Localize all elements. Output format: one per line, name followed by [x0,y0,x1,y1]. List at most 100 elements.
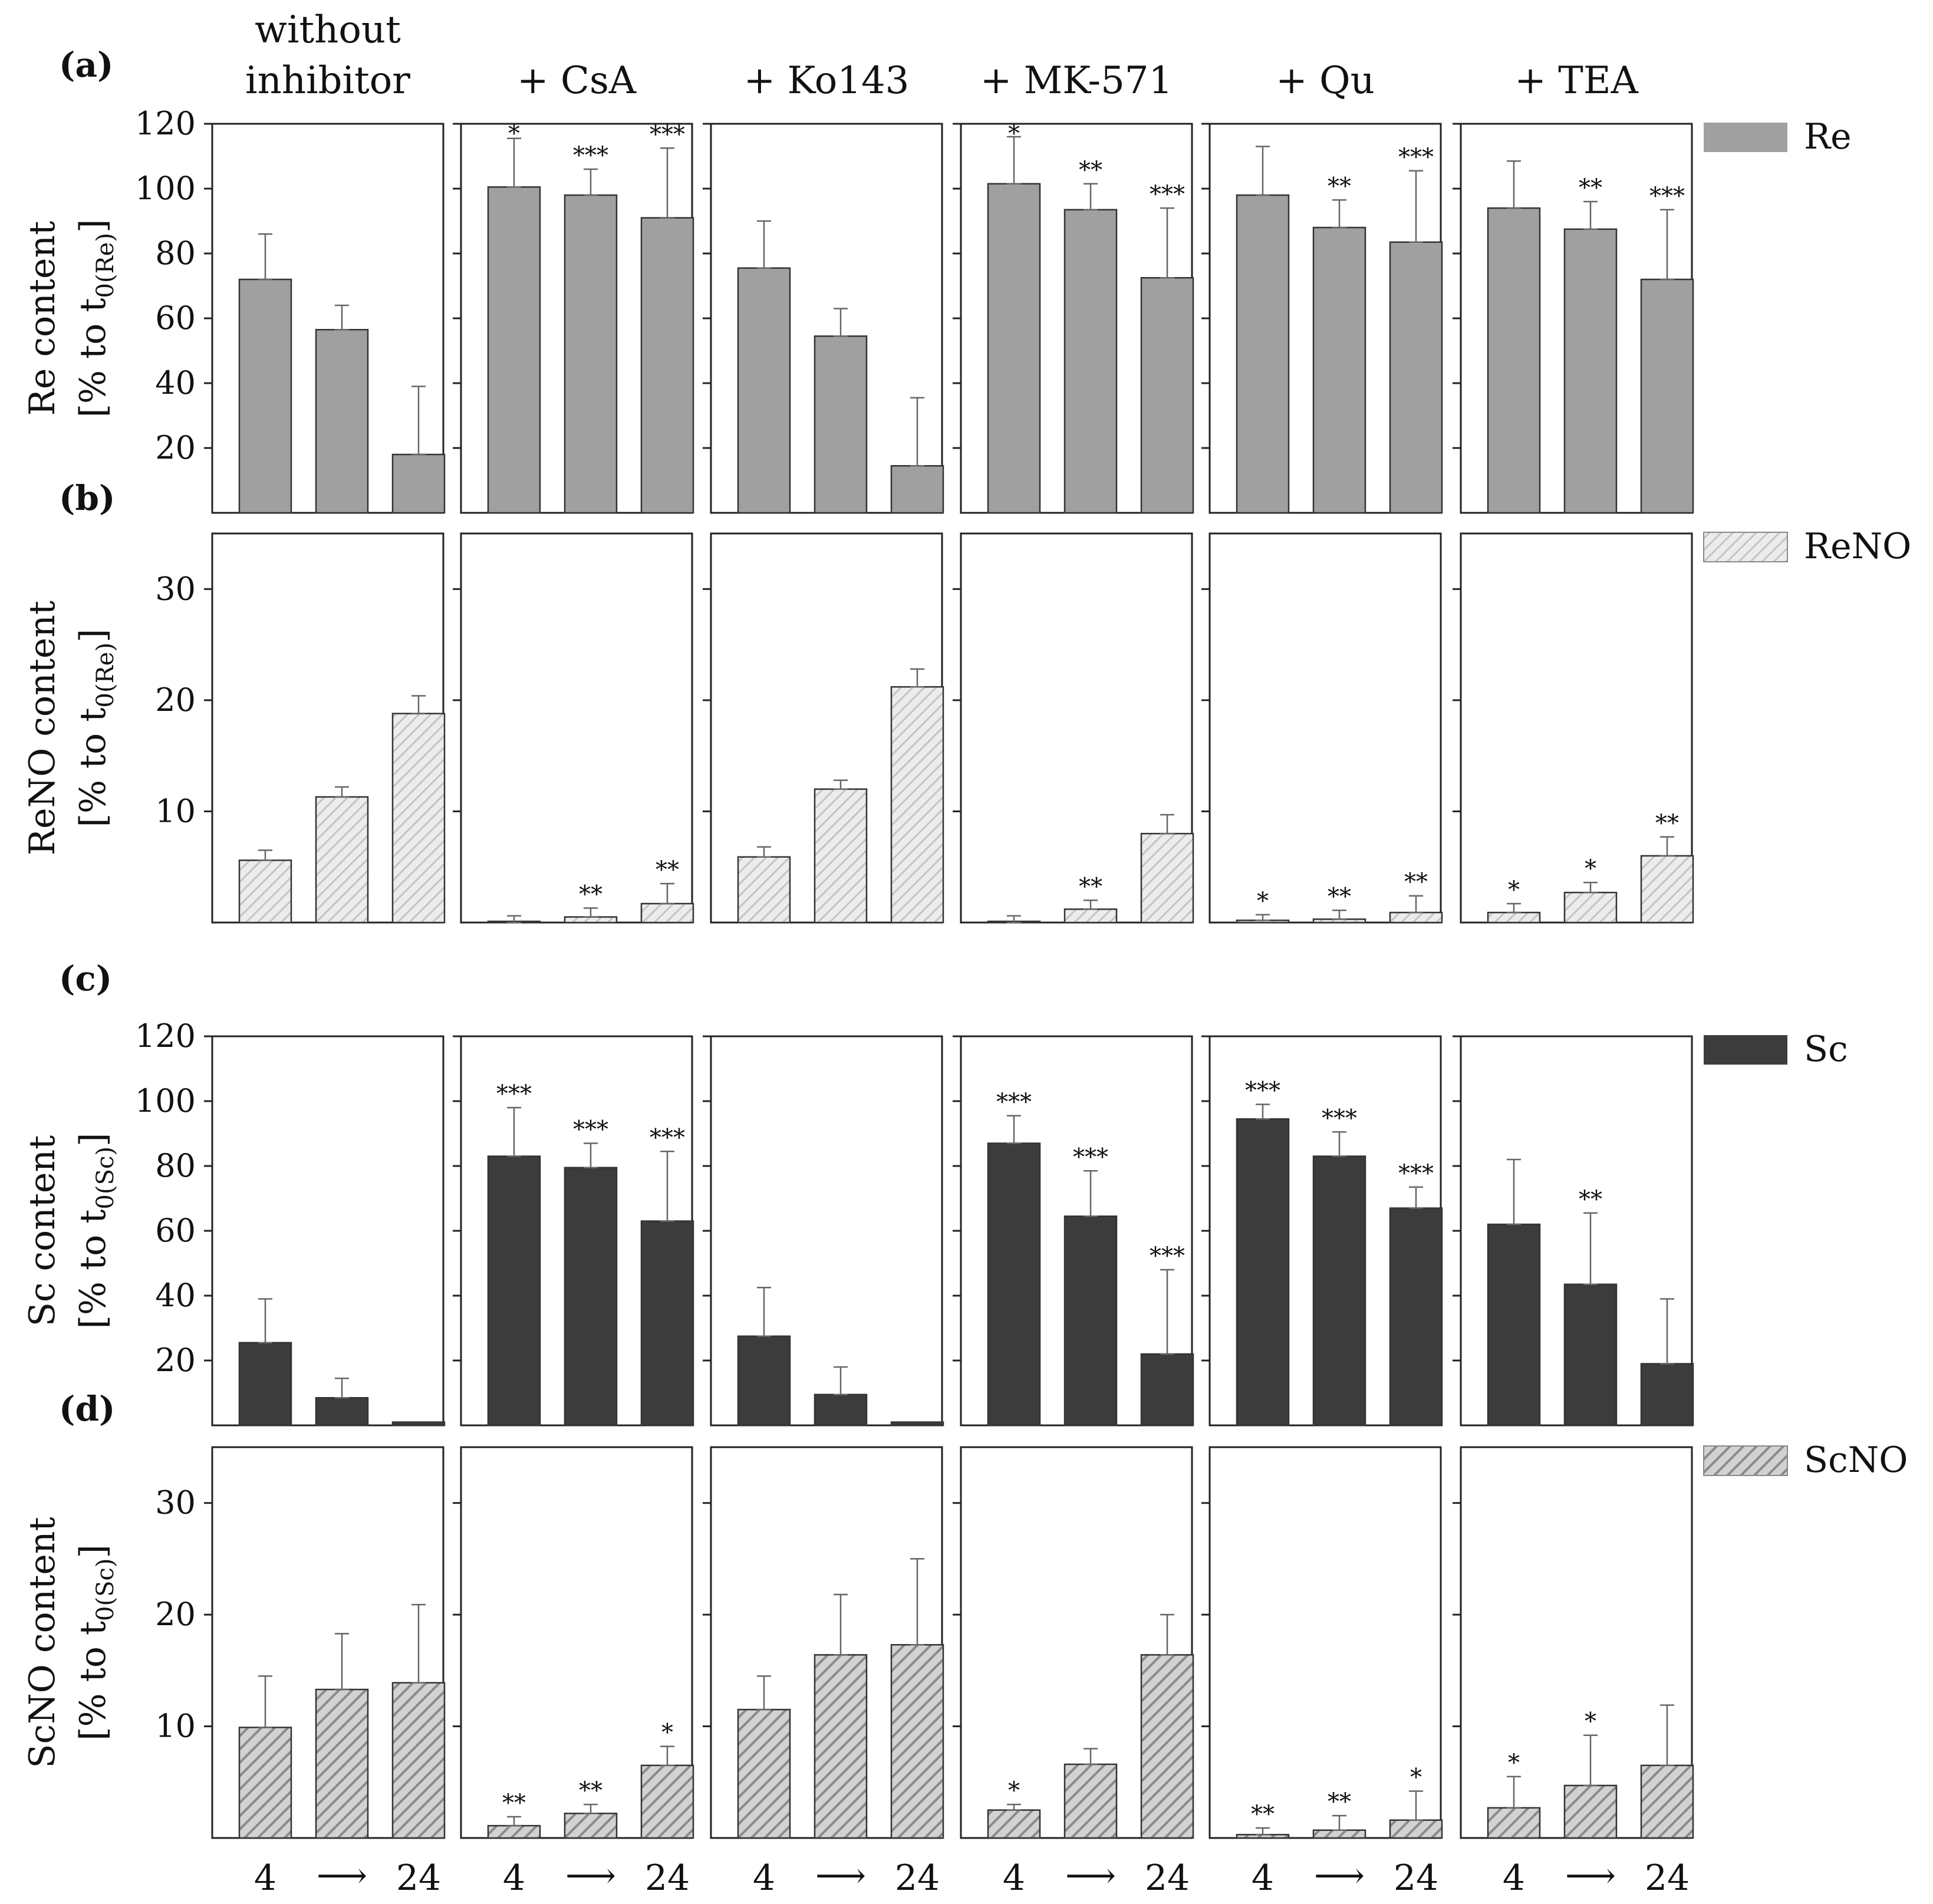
panel-label: (a) [59,45,113,85]
significance-marker: *** [1073,1144,1108,1171]
y-tick-label: 30 [155,1484,196,1521]
bar [640,1764,694,1839]
bar [564,1167,618,1427]
significance-marker: ** [1579,174,1602,202]
bar [1236,194,1290,514]
bar [1487,1223,1541,1427]
bar [1063,1763,1118,1839]
y-axis-label: Sc content [22,1135,63,1327]
bar [1063,1215,1118,1427]
y-tick-label: 80 [155,235,196,272]
bar [814,1394,868,1427]
significance-marker: *** [650,1124,685,1151]
significance-marker: *** [650,121,685,148]
bar [640,902,694,924]
y-tick-label: 20 [155,429,196,466]
bar [640,217,694,514]
significance-marker: * [1008,1777,1020,1804]
y-axis-label: Re content [22,221,63,416]
legend-label: Sc [1804,1029,1848,1070]
y-tick-label: 40 [155,364,196,401]
bar [1312,1155,1366,1427]
bar [487,1824,541,1839]
significance-marker: *** [573,142,608,169]
bar [737,1335,791,1427]
legend-label: ReNO [1804,526,1911,567]
legend-label: ScNO [1804,1439,1908,1481]
bar [391,453,446,514]
x-tick-label: 4 [1003,1857,1025,1899]
legend-swatch [1703,532,1788,562]
significance-marker: *** [496,1081,532,1108]
bar [1563,891,1618,924]
x-axis-arrow: ⟶ [317,1855,367,1896]
bar [564,1813,618,1839]
significance-marker: *** [1398,1160,1434,1187]
bar [564,916,618,924]
x-tick-label: 4 [503,1857,525,1899]
y-tick-label: 20 [155,1596,196,1633]
column-header-line1: without [255,8,401,52]
bar [1563,1784,1618,1839]
panel-label: (b) [59,478,115,518]
bar [315,329,369,514]
significance-marker: ** [1328,883,1351,910]
y-axis-label: ReNO content [22,601,63,855]
y-tick-label: 20 [155,1342,196,1379]
x-tick-label: 24 [1394,1857,1438,1899]
bar [315,1688,369,1839]
significance-marker: * [508,120,520,147]
bar [737,1708,791,1839]
y-tick-label: 80 [155,1147,196,1184]
bar [238,1727,292,1839]
significance-marker: * [1008,120,1020,147]
bar [890,1421,944,1427]
y-axis-unit: [% to t0(Re)] [73,629,119,828]
bar [1063,908,1118,924]
significance-marker: ** [1579,1186,1602,1213]
bar [814,788,868,924]
significance-marker: ** [1328,173,1351,200]
column-header: + Qu [1276,59,1375,103]
x-axis-arrow: ⟶ [1065,1855,1116,1896]
bar [1140,1353,1194,1427]
bar [890,686,944,924]
bar [315,1397,369,1427]
bar [890,1644,944,1839]
bar [1389,1207,1443,1427]
significance-marker: *** [1649,183,1685,210]
bar [1140,1654,1194,1839]
x-axis-arrow: ⟶ [1565,1855,1616,1896]
y-tick-label: 60 [155,299,196,337]
column-header: + CsA [517,59,637,103]
bar [1140,832,1194,924]
bar [1236,1118,1290,1427]
bar [1563,1283,1618,1427]
x-tick-label: 24 [396,1857,441,1899]
legend-swatch [1703,1445,1788,1476]
x-tick-label: 24 [1145,1857,1190,1899]
significance-marker: * [1257,888,1269,915]
x-tick-label: 4 [753,1857,775,1899]
bar [238,859,292,924]
bar [487,186,541,514]
significance-marker: ** [1251,1801,1275,1828]
bar [1312,1829,1366,1839]
bar [1140,277,1194,514]
y-axis-label: ScNO content [22,1517,63,1768]
y-tick-label: 100 [135,1082,196,1119]
bar [1389,911,1443,924]
bar [737,856,791,924]
bar [890,465,944,514]
significance-marker: ** [1328,1788,1351,1816]
x-tick-label: 4 [1503,1857,1525,1899]
y-tick-label: 120 [135,1017,196,1055]
x-tick-label: 24 [1645,1857,1690,1899]
bar [1640,1764,1694,1839]
significance-marker: *** [1150,1243,1185,1270]
column-header: + Ko143 [744,59,910,103]
x-tick-label: 24 [645,1857,690,1899]
y-tick-label: 10 [155,1708,196,1745]
y-tick-label: 60 [155,1212,196,1249]
significance-marker: *** [1245,1078,1280,1105]
